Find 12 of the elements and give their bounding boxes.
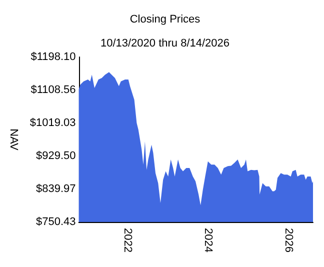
y-axis-title: NAV — [8, 128, 20, 152]
x-tick-label: 2024 — [202, 228, 214, 252]
y-tick-label: $1198.10 — [30, 51, 76, 63]
y-tick-label: $839.97 — [36, 183, 76, 195]
x-tick-label: 2022 — [122, 228, 134, 252]
chart-title: Closing Prices — [130, 14, 201, 26]
x-tick-label: 2026 — [282, 228, 294, 252]
y-tick-label: $1019.03 — [30, 117, 76, 129]
y-tick-label: $750.43 — [36, 216, 76, 228]
y-tick-label: $1108.56 — [30, 84, 76, 96]
y-tick-label: $929.50 — [36, 150, 76, 162]
chart-subtitle: 10/13/2020 thru 8/14/2026 — [100, 38, 230, 50]
